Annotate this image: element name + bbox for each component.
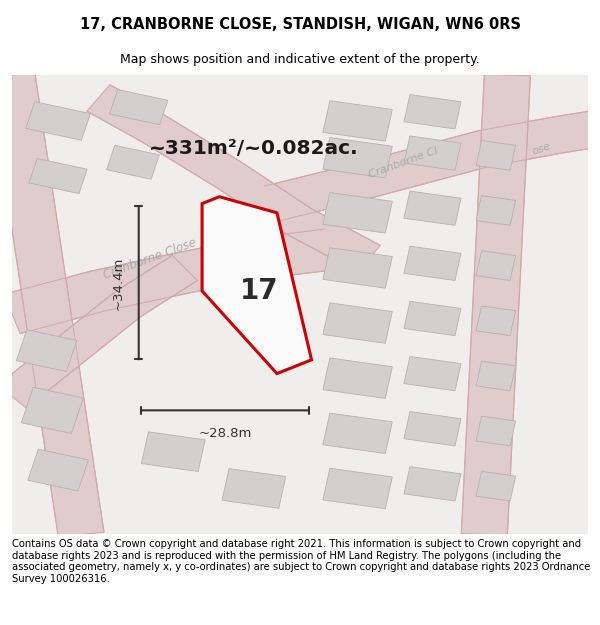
Polygon shape: [142, 432, 205, 471]
Polygon shape: [404, 411, 461, 446]
Polygon shape: [26, 102, 91, 140]
Polygon shape: [476, 141, 515, 170]
Polygon shape: [323, 303, 392, 343]
Polygon shape: [29, 159, 87, 194]
Polygon shape: [222, 469, 286, 508]
Polygon shape: [404, 191, 461, 226]
Text: Contains OS data © Crown copyright and database right 2021. This information is : Contains OS data © Crown copyright and d…: [12, 539, 590, 584]
Polygon shape: [323, 138, 392, 178]
Polygon shape: [476, 416, 515, 446]
Polygon shape: [0, 256, 197, 408]
Polygon shape: [265, 107, 600, 221]
Polygon shape: [476, 471, 515, 501]
Text: ~28.8m: ~28.8m: [199, 427, 252, 440]
Polygon shape: [404, 467, 461, 501]
Text: Cranborne Close: Cranborne Close: [102, 236, 199, 282]
Polygon shape: [404, 301, 461, 336]
Polygon shape: [0, 72, 104, 537]
Polygon shape: [323, 468, 392, 509]
Polygon shape: [476, 196, 515, 226]
Polygon shape: [404, 356, 461, 391]
Polygon shape: [323, 248, 392, 288]
Polygon shape: [404, 136, 461, 170]
Polygon shape: [202, 197, 311, 374]
Text: 17, CRANBORNE CLOSE, STANDISH, WIGAN, WN6 0RS: 17, CRANBORNE CLOSE, STANDISH, WIGAN, WN…: [79, 17, 521, 32]
Polygon shape: [476, 251, 515, 281]
Polygon shape: [476, 306, 515, 336]
Polygon shape: [110, 89, 168, 125]
Polygon shape: [404, 94, 461, 129]
Polygon shape: [16, 330, 77, 371]
Text: ~331m²/~0.082ac.: ~331m²/~0.082ac.: [149, 139, 359, 158]
Polygon shape: [323, 192, 392, 233]
Text: 17: 17: [241, 277, 279, 305]
Text: ~34.4m: ~34.4m: [112, 256, 125, 309]
Text: Cranborne Cl: Cranborne Cl: [368, 145, 440, 179]
Polygon shape: [4, 229, 333, 334]
Polygon shape: [323, 358, 392, 398]
Polygon shape: [323, 413, 392, 454]
Polygon shape: [323, 101, 392, 141]
Polygon shape: [28, 449, 88, 491]
Text: ose: ose: [530, 141, 552, 156]
Polygon shape: [22, 388, 83, 434]
Polygon shape: [404, 246, 461, 281]
Polygon shape: [87, 85, 380, 272]
Polygon shape: [107, 146, 160, 179]
Polygon shape: [461, 74, 530, 535]
Text: Map shows position and indicative extent of the property.: Map shows position and indicative extent…: [120, 53, 480, 66]
Polygon shape: [476, 361, 515, 391]
